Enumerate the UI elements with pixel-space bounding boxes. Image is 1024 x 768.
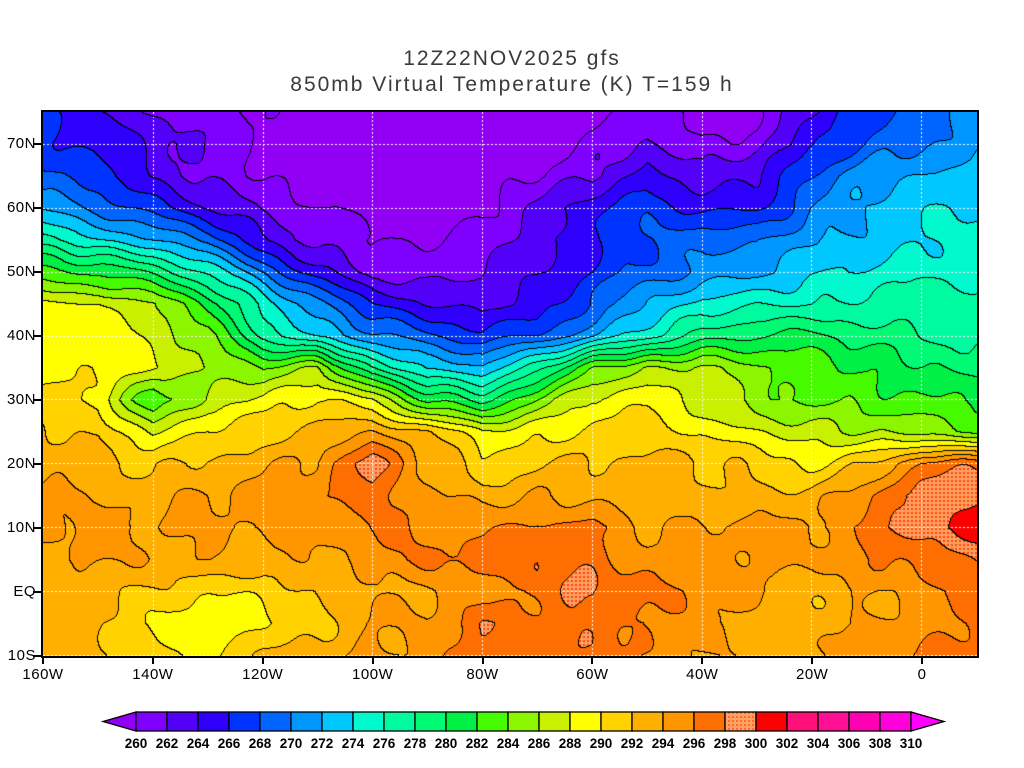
colorbar-level-label: 278: [404, 736, 427, 751]
colorbar-level-label: 272: [311, 736, 334, 751]
colorbar-level-label: 292: [621, 736, 644, 751]
lon-tick-label: 100W: [352, 666, 394, 683]
colorbar-level-label: 302: [776, 736, 799, 751]
lon-tick-label: 40W: [686, 666, 719, 683]
colorbar-segment: [817, 711, 850, 732]
colorbar-arrow-high: [910, 711, 947, 732]
lat-axis-tick: [33, 399, 41, 401]
lon-axis-tick: [42, 658, 44, 664]
lat-axis-tick: [33, 591, 41, 593]
lat-axis-tick: [33, 271, 41, 273]
lon-axis-tick: [701, 658, 704, 664]
colorbar-level-label: 306: [838, 736, 861, 751]
colorbar-segment: [321, 711, 354, 732]
lon-tick-label: 160W: [22, 666, 64, 683]
colorbar-level-label: 304: [807, 736, 830, 751]
colorbar-level-label: 298: [714, 736, 737, 751]
lon-tick-label: 0: [917, 666, 927, 683]
colorbar-segment: [662, 711, 695, 732]
colorbar-level-label: 270: [280, 736, 303, 751]
map-plot-area: [41, 110, 979, 658]
colorbar-segment: [569, 711, 602, 732]
colorbar-segment: [259, 711, 292, 732]
colorbar-segment: [197, 711, 230, 732]
lon-axis-tick: [591, 658, 594, 664]
colorbar-level-label: 284: [497, 736, 520, 751]
lat-tick-label: EQ: [13, 583, 36, 600]
lon-tick-label: 60W: [576, 666, 609, 683]
map-title-run: 12Z22NOV2025 gfs: [403, 47, 621, 70]
lon-axis-tick: [921, 658, 924, 664]
colorbar-segment: [724, 711, 757, 732]
lat-tick-label: 40N: [6, 327, 36, 344]
colorbar-segment: [848, 711, 881, 732]
colorbar-segment: [538, 711, 571, 732]
colorbar-level-label: 262: [156, 736, 179, 751]
lat-axis-tick: [33, 655, 41, 657]
lat-tick-label: 20N: [6, 455, 36, 472]
lat-tick-label: 10S: [7, 647, 36, 664]
lat-tick-label: 10N: [6, 519, 36, 536]
colorbar-level-label: 300: [745, 736, 768, 751]
colorbar-segment: [166, 711, 199, 732]
lat-tick-label: 30N: [6, 391, 36, 408]
lat-tick-label: 60N: [6, 199, 36, 216]
colorbar-level-label: 264: [187, 736, 210, 751]
colorbar-segment: [445, 711, 478, 732]
lon-axis-tick: [481, 658, 484, 664]
lat-axis-tick: [33, 335, 41, 337]
lat-tick-label: 70N: [6, 135, 36, 152]
lon-tick-label: 120W: [242, 666, 284, 683]
colorbar-segment: [352, 711, 385, 732]
lon-tick-label: 80W: [466, 666, 499, 683]
colorbar-segment: [290, 711, 323, 732]
colorbar-segment: [135, 711, 168, 732]
lat-axis-tick: [33, 207, 41, 209]
colorbar-segment: [600, 711, 633, 732]
colorbar-segment: [414, 711, 447, 732]
lon-tick-label: 140W: [132, 666, 174, 683]
colorbar-segment: [755, 711, 788, 732]
lon-axis-tick: [261, 658, 264, 664]
lat-axis-tick: [33, 527, 41, 529]
colorbar-level-label: 266: [218, 736, 241, 751]
colorbar-level-label: 310: [900, 736, 923, 751]
colorbar-arrow-low: [100, 711, 137, 732]
colorbar-level-label: 294: [652, 736, 675, 751]
colorbar-level-label: 274: [342, 736, 365, 751]
colorbar-level-label: 290: [590, 736, 613, 751]
colorbar-segment: [507, 711, 540, 732]
temperature-field-canvas: [43, 112, 977, 656]
map-title-variable: 850mb Virtual Temperature (K) T=159 h: [290, 73, 734, 96]
lon-axis-tick: [811, 658, 814, 664]
colorbar-level-label: 308: [869, 736, 892, 751]
lat-axis-tick: [33, 463, 41, 465]
colorbar-level-label: 260: [125, 736, 148, 751]
colorbar-level-label: 288: [559, 736, 582, 751]
colorbar-segment: [631, 711, 664, 732]
colorbar-segment: [879, 711, 912, 732]
colorbar-level-label: 276: [373, 736, 396, 751]
colorbar-segment: [228, 711, 261, 732]
colorbar-level-label: 282: [466, 736, 489, 751]
colorbar-segment: [383, 711, 416, 732]
colorbar-level-label: 280: [435, 736, 458, 751]
temperature-colorbar: 260 262 264 266 268 270 272 274 276 278 280 282 284 2…: [100, 711, 947, 751]
colorbar-segment: [786, 711, 819, 732]
colorbar-level-label: 268: [249, 736, 272, 751]
colorbar-level-label: 296: [683, 736, 706, 751]
colorbar-segment: [693, 711, 726, 732]
lat-axis-tick: [33, 143, 41, 145]
lon-axis-tick: [151, 658, 154, 664]
colorbar-level-label: 286: [528, 736, 551, 751]
lat-tick-label: 50N: [6, 263, 36, 280]
colorbar-segment: [476, 711, 509, 732]
lon-axis-tick: [371, 658, 374, 664]
lon-tick-label: 20W: [796, 666, 829, 683]
